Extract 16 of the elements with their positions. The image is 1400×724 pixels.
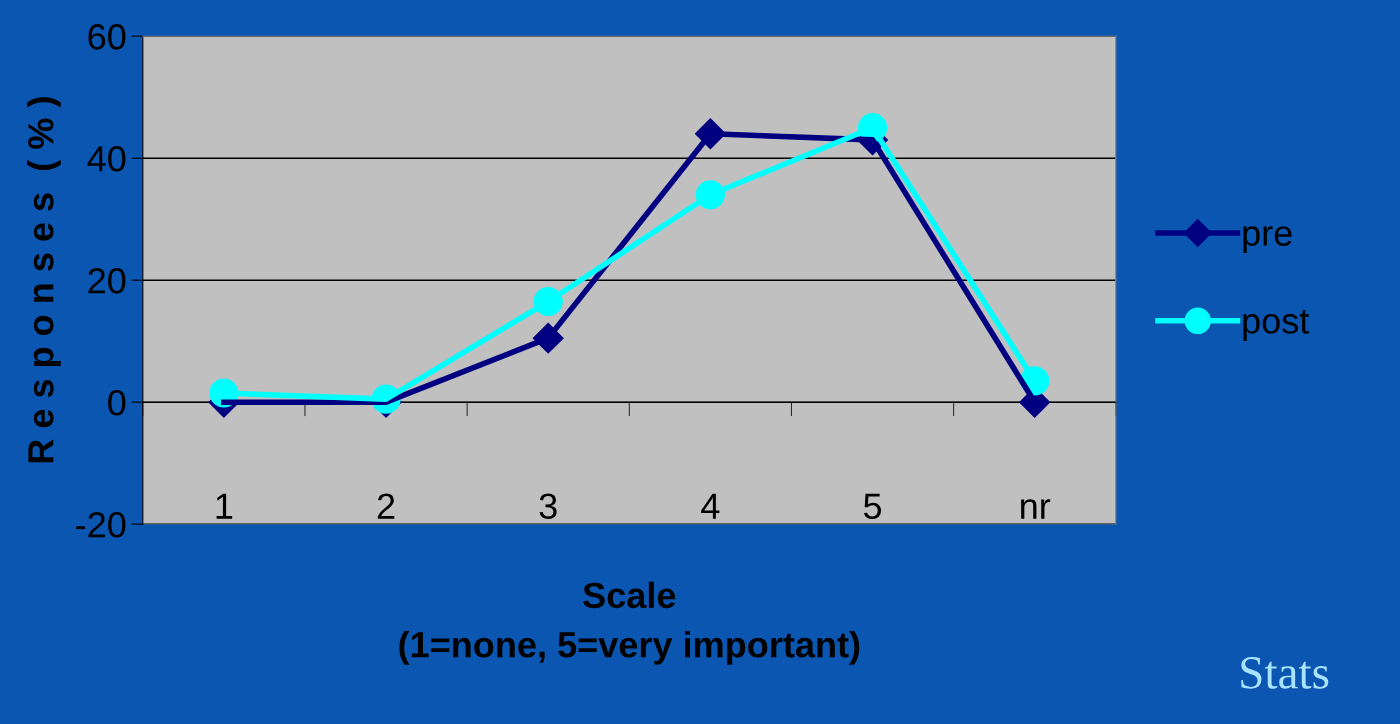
text: Stats bbox=[1241, 657, 1329, 689]
legend-label: pre bbox=[1243, 226, 1292, 254]
y-tick-label: 60 bbox=[88, 24, 126, 50]
legend-label: post bbox=[1243, 310, 1310, 341]
x-tick-label: 5 bbox=[863, 493, 882, 519]
x-tick-label: 1 bbox=[216, 493, 233, 519]
y-axis-title: R e s p o n s e s ( % ) bbox=[27, 97, 61, 463]
x-axis-title: Scale (1=none, 5=very important) bbox=[399, 581, 860, 665]
y-tick-label: 40 bbox=[87, 146, 126, 172]
x-tick-label: 2 bbox=[377, 493, 395, 519]
x-tick-label: nr bbox=[1021, 499, 1051, 519]
y-tick-label: 20 bbox=[88, 268, 126, 294]
y-tick-label: -20 bbox=[76, 512, 126, 538]
y-tick-label: 0 bbox=[108, 390, 126, 416]
x-tick-label: 3 bbox=[539, 493, 557, 519]
x-tick-label: 4 bbox=[701, 493, 720, 519]
